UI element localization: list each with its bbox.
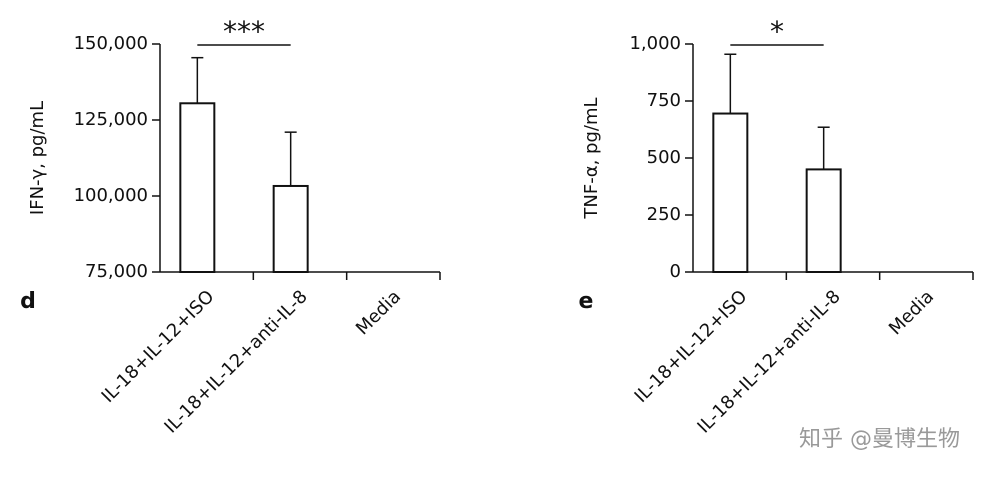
y-tick-label: 1,000 (629, 33, 681, 54)
y-axis-label: IFN-γ, pg/mL (27, 101, 48, 215)
y-tick-label: 750 (647, 90, 681, 111)
y-tick-label: 0 (670, 261, 681, 282)
y-tick-label: 150,000 (74, 33, 148, 54)
significance-label: *** (223, 15, 265, 48)
bar (179, 102, 216, 273)
y-tick-label: 75,000 (85, 261, 148, 282)
y-tick-label: 100,000 (74, 185, 148, 206)
y-tick-label: 125,000 (74, 109, 148, 130)
panel-label: e (579, 289, 594, 314)
x-tick-label: Media (885, 286, 938, 339)
bar (272, 184, 309, 273)
y-axis-label: TNF-α, pg/mL (581, 97, 602, 219)
x-tick-label: Media (352, 286, 405, 339)
significance-label: * (770, 15, 784, 48)
bar (712, 112, 749, 274)
bar (805, 168, 842, 273)
y-tick-label: 500 (647, 147, 681, 168)
watermark: 知乎 @曼博生物 (799, 427, 960, 452)
panel-label: d (20, 289, 36, 314)
y-tick-label: 250 (647, 204, 681, 225)
